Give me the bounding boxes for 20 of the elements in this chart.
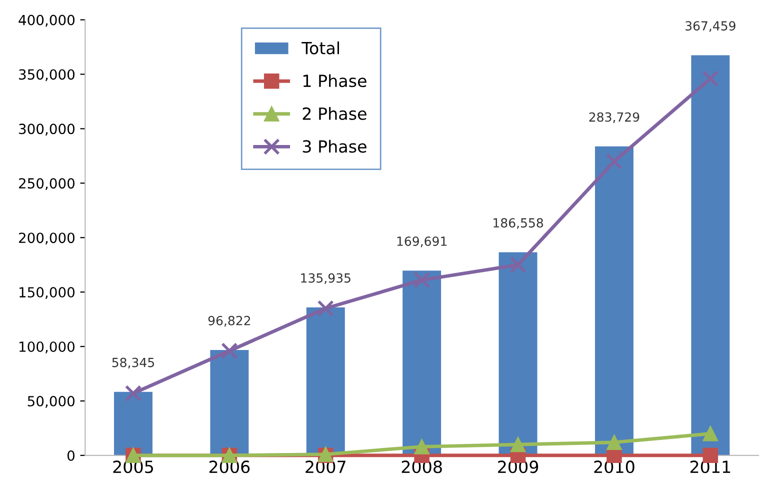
legend-label: 2 Phase [302, 107, 366, 120]
legend-label: Total [302, 41, 339, 54]
y-tick-label: 400,000 [18, 14, 74, 27]
data-label: 58,345 [112, 358, 154, 368]
legend-label: 1 Phase [303, 74, 366, 88]
y-tick-label: 100,000 [20, 341, 74, 354]
y-tick-label: 0 [67, 450, 74, 461]
y-tick-label: 200,000 [19, 232, 74, 244]
y-tick-label: 150,000 [20, 287, 74, 299]
y-tick-label: 250,000 [19, 178, 74, 190]
data-label: 135,935 [301, 273, 350, 284]
y-tick-label: 350,000 [19, 69, 74, 82]
data-label: 186,558 [494, 218, 544, 229]
data-label: 96,822 [208, 316, 250, 327]
y-tick-label: 300,000 [19, 124, 74, 136]
data-label: 367,459 [686, 21, 736, 32]
y-tick-label: 50,000 [28, 396, 74, 408]
data-label: 283,729 [589, 112, 640, 124]
data-label: 169,691 [397, 236, 447, 248]
legend-label: 3 Phase [302, 140, 366, 153]
